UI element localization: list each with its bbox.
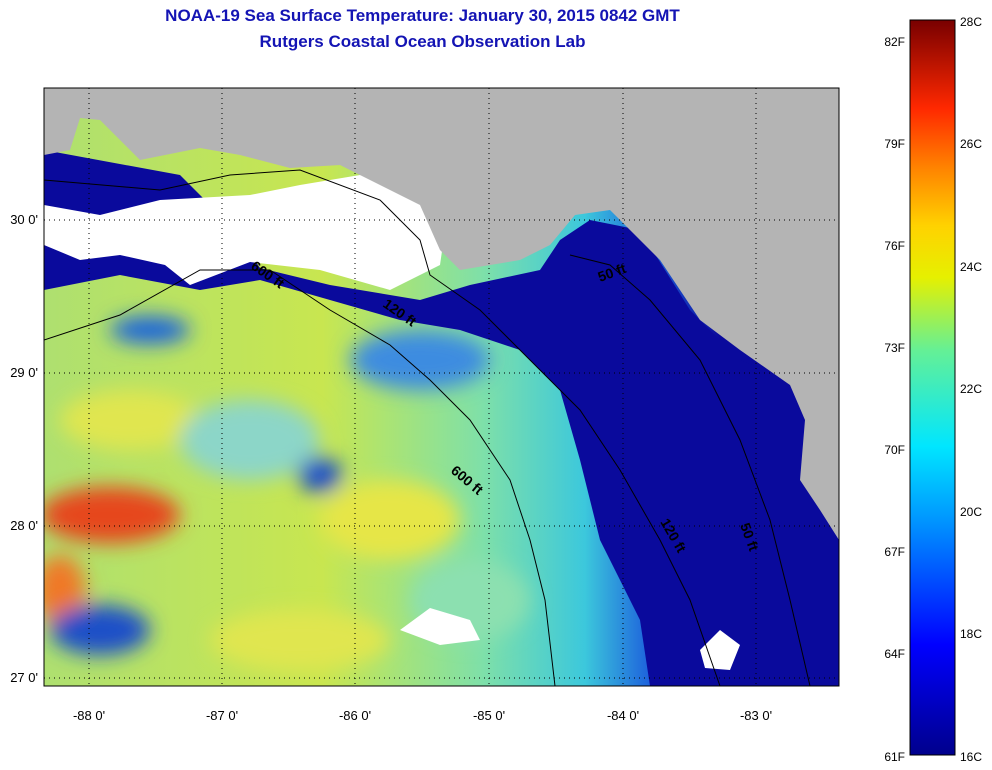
title-line-1: NOAA-19 Sea Surface Temperature: January…: [165, 6, 680, 25]
fahrenheit-label: 79F: [884, 137, 905, 151]
celsius-label: 20C: [960, 505, 982, 519]
colorbar: [909, 19, 956, 756]
cloud-cover: [44, 175, 445, 290]
land-mass: [44, 88, 839, 540]
colorbar-celsius-ticks: 28C 26C 24C 22C 20C 18C 16C: [960, 15, 982, 764]
celsius-label: 28C: [960, 15, 982, 29]
lat-label: 30 0': [10, 212, 38, 227]
celsius-label: 24C: [960, 260, 982, 274]
fahrenheit-label: 82F: [884, 35, 905, 49]
contour-600ft: [44, 269, 556, 686]
lat-label: 27 0': [10, 670, 38, 685]
title-line-2: Rutgers Coastal Ocean Observation Lab: [259, 32, 586, 51]
celsius-label: 22C: [960, 382, 982, 396]
lon-label: -87 0': [206, 708, 238, 723]
lon-label: -88 0': [73, 708, 105, 723]
fahrenheit-label: 67F: [884, 545, 905, 559]
colorbar-fahrenheit-ticks: 82F 79F 76F 73F 70F 67F 64F 61F: [884, 35, 905, 764]
celsius-label: 18C: [960, 627, 982, 641]
celsius-label: 16C: [960, 750, 982, 764]
map-frame: [43, 87, 840, 687]
fahrenheit-label: 70F: [884, 443, 905, 457]
fahrenheit-label: 64F: [884, 647, 905, 661]
cold-water: [44, 150, 839, 686]
lon-label: -84 0': [607, 708, 639, 723]
lat-label: 29 0': [10, 365, 38, 380]
fahrenheit-label: 61F: [884, 750, 905, 764]
lon-label: -86 0': [339, 708, 371, 723]
lon-label: -83 0': [740, 708, 772, 723]
celsius-label: 26C: [960, 137, 982, 151]
fahrenheit-label: 73F: [884, 341, 905, 355]
contour-50ft: [569, 254, 811, 686]
lon-label: -85 0': [473, 708, 505, 723]
fahrenheit-label: 76F: [884, 239, 905, 253]
contour-120ft: [44, 169, 721, 686]
sst-map: [44, 88, 839, 686]
lat-label: 28 0': [10, 518, 38, 533]
